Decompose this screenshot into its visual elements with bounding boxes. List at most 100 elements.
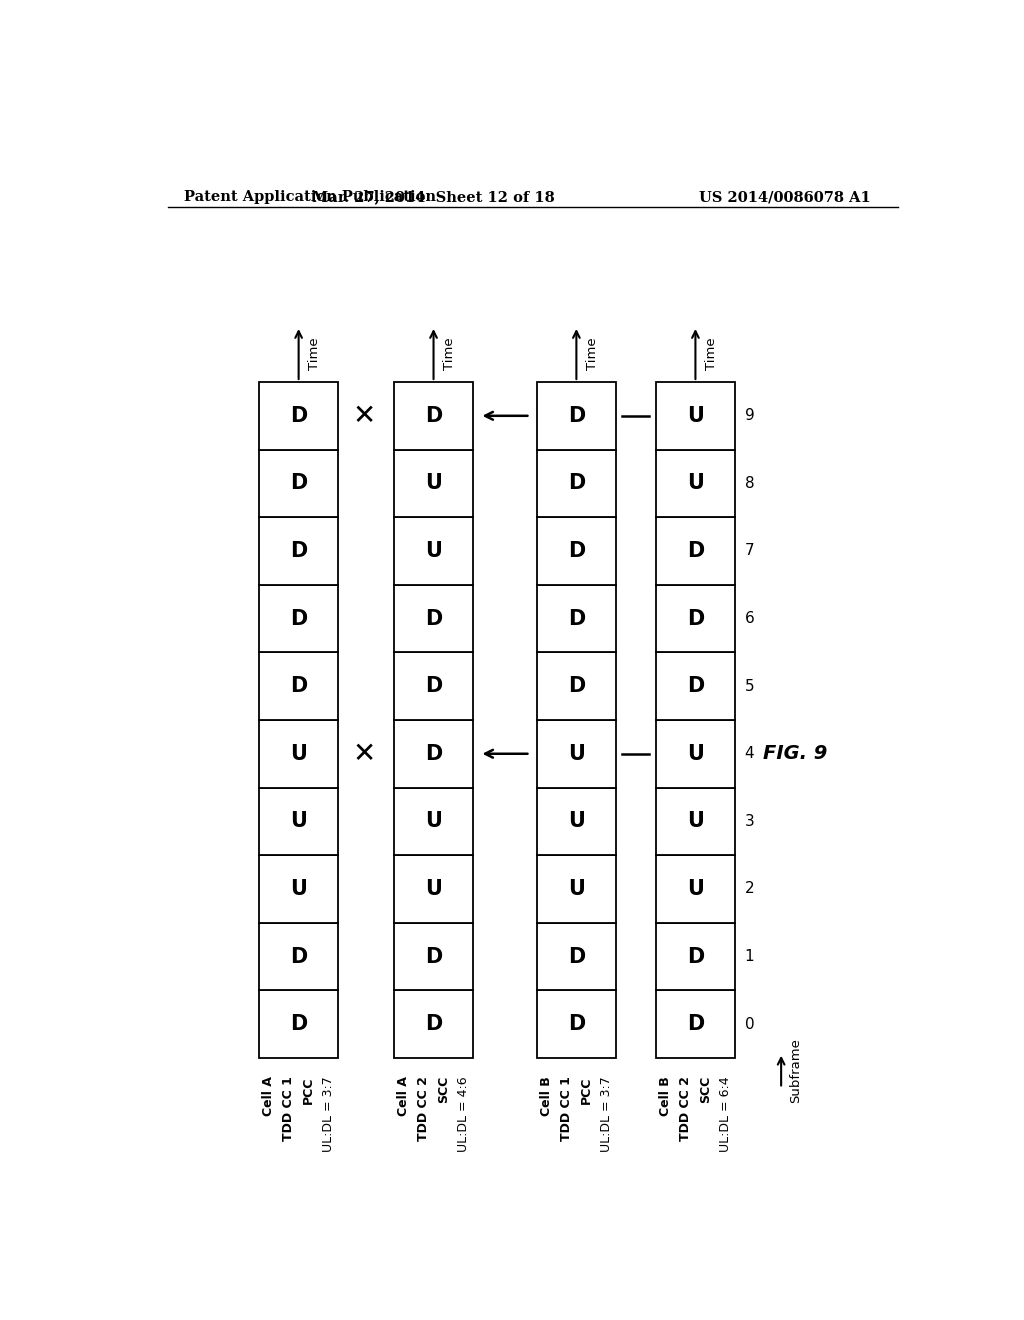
- Text: U: U: [568, 812, 585, 832]
- Bar: [655, 788, 735, 855]
- Bar: [537, 381, 616, 450]
- Text: 5: 5: [744, 678, 755, 694]
- Text: 9: 9: [744, 408, 755, 424]
- Text: D: D: [425, 609, 442, 628]
- Text: 3: 3: [744, 814, 755, 829]
- Text: D: D: [687, 1014, 705, 1034]
- Bar: [259, 585, 338, 652]
- Text: D: D: [687, 946, 705, 966]
- Text: D: D: [567, 946, 585, 966]
- Text: D: D: [425, 946, 442, 966]
- Bar: [537, 855, 616, 923]
- Bar: [537, 450, 616, 517]
- Text: Time: Time: [705, 337, 718, 370]
- Text: Cell B: Cell B: [659, 1076, 672, 1115]
- Bar: [259, 719, 338, 788]
- Bar: [537, 652, 616, 719]
- Text: Patent Application Publication: Patent Application Publication: [183, 190, 435, 205]
- Text: D: D: [687, 676, 705, 696]
- Bar: [655, 855, 735, 923]
- Text: U: U: [425, 474, 442, 494]
- Text: U: U: [687, 879, 703, 899]
- Text: D: D: [290, 474, 307, 494]
- Text: U: U: [290, 743, 307, 764]
- Text: TDD CC 1: TDD CC 1: [560, 1076, 573, 1140]
- Text: D: D: [567, 676, 585, 696]
- Text: Time: Time: [586, 337, 599, 370]
- Text: U: U: [425, 541, 442, 561]
- Text: TDD CC 1: TDD CC 1: [283, 1076, 295, 1140]
- Text: 0: 0: [744, 1016, 755, 1032]
- Bar: [655, 652, 735, 719]
- Bar: [259, 990, 338, 1057]
- Text: UL:DL = 6:4: UL:DL = 6:4: [719, 1076, 732, 1152]
- Text: U: U: [687, 743, 703, 764]
- Text: ✕: ✕: [352, 739, 376, 768]
- Text: 7: 7: [744, 544, 755, 558]
- Text: D: D: [425, 405, 442, 426]
- Bar: [259, 855, 338, 923]
- Text: Mar. 27, 2014  Sheet 12 of 18: Mar. 27, 2014 Sheet 12 of 18: [312, 190, 555, 205]
- Text: D: D: [290, 609, 307, 628]
- Bar: [655, 923, 735, 990]
- Bar: [655, 585, 735, 652]
- Bar: [394, 788, 473, 855]
- Text: D: D: [290, 676, 307, 696]
- Bar: [394, 517, 473, 585]
- Text: 1: 1: [744, 949, 755, 964]
- Text: D: D: [290, 946, 307, 966]
- Bar: [537, 719, 616, 788]
- Text: D: D: [567, 405, 585, 426]
- Text: U: U: [290, 812, 307, 832]
- Bar: [394, 855, 473, 923]
- Text: Time: Time: [308, 337, 322, 370]
- Text: 8: 8: [744, 477, 755, 491]
- Text: Cell A: Cell A: [397, 1076, 411, 1117]
- Text: D: D: [567, 541, 585, 561]
- Bar: [394, 381, 473, 450]
- Text: SCC: SCC: [437, 1076, 450, 1104]
- Text: 4: 4: [744, 746, 755, 762]
- Text: D: D: [567, 609, 585, 628]
- Bar: [537, 585, 616, 652]
- Bar: [537, 788, 616, 855]
- Text: D: D: [425, 1014, 442, 1034]
- Text: UL:DL = 3:7: UL:DL = 3:7: [322, 1076, 335, 1152]
- Text: ✕: ✕: [352, 401, 376, 430]
- Text: U: U: [687, 405, 703, 426]
- Text: SCC: SCC: [698, 1076, 712, 1104]
- Bar: [655, 517, 735, 585]
- Text: Subframe: Subframe: [790, 1039, 802, 1104]
- Text: U: U: [687, 812, 703, 832]
- Text: D: D: [567, 1014, 585, 1034]
- Bar: [394, 923, 473, 990]
- Text: U: U: [290, 879, 307, 899]
- Text: Cell A: Cell A: [262, 1076, 275, 1117]
- Bar: [537, 990, 616, 1057]
- Text: UL:DL = 4:6: UL:DL = 4:6: [457, 1076, 470, 1152]
- Bar: [537, 923, 616, 990]
- Text: Cell B: Cell B: [540, 1076, 553, 1115]
- Text: U: U: [687, 474, 703, 494]
- Bar: [259, 381, 338, 450]
- Text: Time: Time: [443, 337, 456, 370]
- Text: U: U: [568, 879, 585, 899]
- Bar: [394, 652, 473, 719]
- Text: TDD CC 2: TDD CC 2: [417, 1076, 430, 1140]
- Bar: [259, 923, 338, 990]
- Bar: [259, 788, 338, 855]
- Bar: [655, 450, 735, 517]
- Text: D: D: [290, 541, 307, 561]
- Text: D: D: [567, 474, 585, 494]
- Text: D: D: [290, 405, 307, 426]
- Bar: [394, 585, 473, 652]
- Bar: [259, 652, 338, 719]
- Bar: [259, 450, 338, 517]
- Bar: [655, 381, 735, 450]
- Text: D: D: [687, 541, 705, 561]
- Text: TDD CC 2: TDD CC 2: [679, 1076, 692, 1140]
- Bar: [394, 990, 473, 1057]
- Text: 6: 6: [744, 611, 755, 626]
- Bar: [655, 990, 735, 1057]
- Text: PCC: PCC: [580, 1076, 593, 1104]
